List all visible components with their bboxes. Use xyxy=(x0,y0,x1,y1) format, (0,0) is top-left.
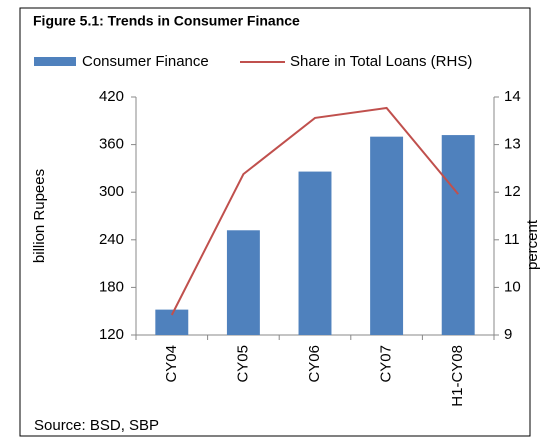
y-tick-label: 360 xyxy=(99,136,124,153)
source: Source: BSD, SBP xyxy=(34,417,159,434)
y2-tick-label: 11 xyxy=(504,231,520,248)
y-tick-label: 240 xyxy=(99,231,124,248)
x-tick-label: CY06 xyxy=(306,345,323,383)
legend-swatch xyxy=(34,57,76,66)
y2-tick-label: 13 xyxy=(504,136,521,153)
bar xyxy=(226,230,260,335)
y-axis-label: billion Rupees xyxy=(31,169,48,263)
y-tick-label: 180 xyxy=(99,278,124,295)
y2-tick-label: 12 xyxy=(504,183,521,200)
x-tick-label: CY07 xyxy=(378,345,395,383)
y-tick-label: 300 xyxy=(99,183,124,200)
bar xyxy=(298,171,332,335)
y-tick-label: 120 xyxy=(99,326,124,343)
legend-label: Consumer Finance xyxy=(82,53,209,70)
y2-tick-label: 14 xyxy=(504,88,521,105)
x-tick-label: CY04 xyxy=(163,345,180,383)
y-tick-label: 420 xyxy=(99,88,124,105)
bar xyxy=(370,136,404,335)
x-tick-label: CY05 xyxy=(234,345,251,383)
y2-tick-label: 9 xyxy=(504,326,512,343)
legend-label: Share in Total Loans (RHS) xyxy=(290,53,472,70)
y2-tick-label: 10 xyxy=(504,278,521,295)
y2-axis-label: percent xyxy=(524,219,540,270)
x-tick-label: H1-CY08 xyxy=(449,345,466,407)
bar xyxy=(441,135,475,335)
line xyxy=(170,106,459,316)
chart-title: Figure 5.1: Trends in Consumer Finance xyxy=(33,13,300,29)
